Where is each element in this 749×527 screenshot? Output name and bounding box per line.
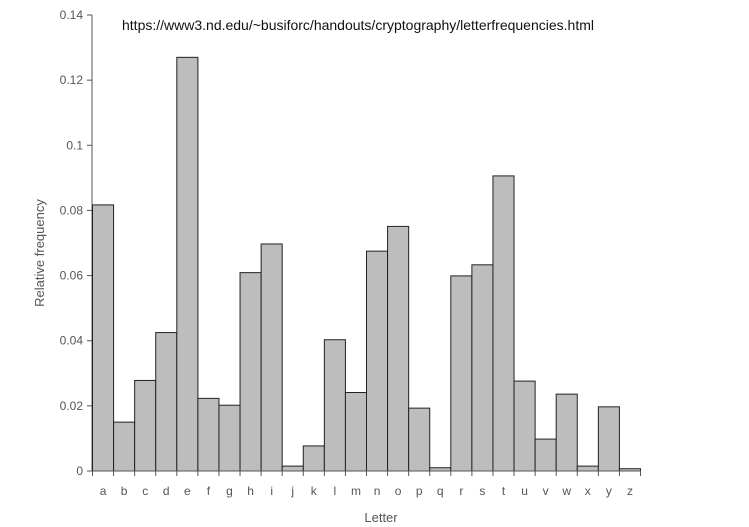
x-tick-label-t: t — [502, 484, 506, 498]
bar-r — [450, 275, 473, 472]
y-axis: 0 0.02 0.04 0.06 0.08 0.1 0.12 0.14 — [60, 8, 93, 478]
bar-e — [176, 56, 199, 472]
y-tick-label: 0.1 — [66, 138, 83, 152]
x-tick-label-y: y — [606, 484, 612, 498]
bar-l — [323, 339, 346, 472]
x-tick-label-c: c — [142, 484, 148, 498]
y-tick-label: 0.06 — [60, 269, 84, 283]
x-axis-title: Letter — [364, 510, 398, 525]
bar-s — [471, 264, 494, 472]
y-axis-title: Relative frequency — [32, 199, 47, 307]
x-tick-label-e: e — [184, 484, 191, 498]
bar-d — [155, 332, 178, 472]
x-tick-label-z: z — [627, 484, 633, 498]
x-tick-label-i: i — [270, 484, 273, 498]
source-url: https://www3.nd.edu/~busiforc/handouts/c… — [122, 17, 594, 33]
bar-x — [576, 465, 599, 472]
bar-b — [113, 421, 136, 472]
x-tick-label-a: a — [100, 484, 107, 498]
bar-w — [555, 393, 578, 472]
bar-p — [408, 407, 431, 472]
x-tick-label-x: x — [585, 484, 591, 498]
bar-f — [197, 397, 220, 472]
x-tick-label-s: s — [479, 484, 485, 498]
bar-m — [344, 392, 368, 472]
bars — [92, 56, 641, 472]
bar-y — [597, 406, 620, 472]
x-tick-label-l: l — [334, 484, 337, 498]
x-tick-label-w: w — [561, 484, 571, 498]
bar-h — [239, 272, 262, 472]
y-tick-label: 0.14 — [60, 8, 84, 22]
bar-o — [387, 225, 410, 472]
bar-i — [260, 243, 283, 472]
bar-g — [218, 404, 241, 472]
x-tick-label-n: n — [374, 484, 381, 498]
x-tick-label-r: r — [459, 484, 463, 498]
bar-j — [281, 465, 304, 472]
x-tick-label-k: k — [311, 484, 318, 498]
y-tick-label: 0.04 — [60, 334, 84, 348]
bar-a — [92, 204, 115, 472]
bar-n — [366, 250, 389, 472]
y-tick-label: 0 — [76, 464, 83, 478]
x-tick-label-u: u — [521, 484, 528, 498]
x-tick-label-h: h — [247, 484, 254, 498]
y-tick-label: 0.12 — [60, 73, 84, 87]
bar-k — [302, 445, 325, 472]
x-tick-label-f: f — [207, 484, 211, 498]
x-tick-label-v: v — [543, 484, 549, 498]
bar-t — [492, 175, 515, 472]
x-tick-label-d: d — [163, 484, 170, 498]
x-tick-label-g: g — [226, 484, 233, 498]
x-tick-label-b: b — [121, 484, 128, 498]
bar-u — [513, 380, 536, 472]
bar-v — [534, 438, 557, 472]
x-tick-label-q: q — [437, 484, 444, 498]
x-tick-label-p: p — [416, 484, 423, 498]
y-tick-label: 0.02 — [60, 399, 84, 413]
x-tick-label-m: m — [351, 484, 361, 498]
x-tick-label-j: j — [290, 484, 294, 498]
x-tick-label-o: o — [395, 484, 402, 498]
y-tick-label: 0.08 — [60, 203, 84, 217]
bar-c — [134, 379, 157, 472]
